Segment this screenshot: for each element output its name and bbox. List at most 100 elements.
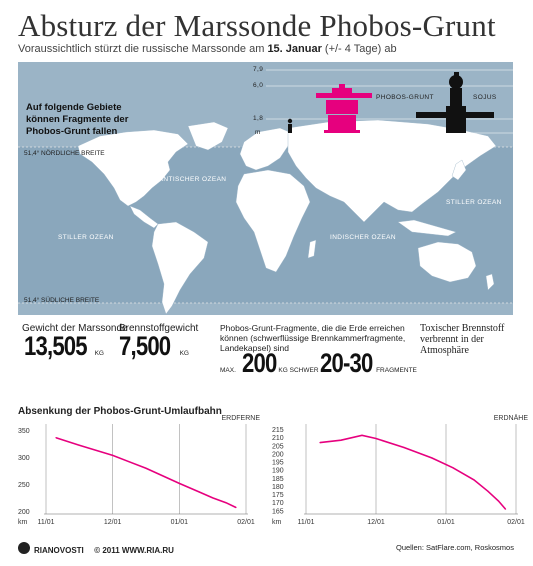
- chart-data-point: [225, 502, 227, 504]
- human-figure-icon: [287, 118, 293, 133]
- central-america-land: [129, 205, 159, 229]
- chart-series-line: [55, 436, 237, 509]
- chart-data-point: [198, 491, 200, 493]
- fragments-count-stat: 20-30 FRAGMENTE: [320, 348, 417, 379]
- chart-data-point: [431, 457, 433, 459]
- weight-unit: KG: [94, 350, 104, 357]
- frag-count-value: 20-30: [320, 348, 373, 378]
- north-latitude-label: 51,4° NÖRDLICHE BREITE: [24, 150, 105, 157]
- fragments-text: Phobos-Grunt-Fragmente, die die Erde err…: [220, 323, 406, 353]
- chart-y-unit: km: [272, 519, 282, 526]
- chart-series-line: [319, 434, 507, 510]
- chart-data-point: [452, 467, 454, 469]
- indonesia-land: [397, 219, 457, 237]
- toxic-fuel-text: Toxischer Brennstoff verbrennt in der At…: [420, 323, 505, 356]
- max-value: 200: [242, 348, 277, 378]
- chart-data-point: [212, 497, 214, 499]
- new-zealand-land: [485, 273, 495, 291]
- chart-y-tick: 165: [272, 508, 284, 515]
- chart-data-point: [55, 437, 57, 439]
- chart-data-point: [497, 500, 500, 502]
- europe-land: [239, 127, 295, 171]
- chart-x-tick: 01/01: [171, 519, 189, 526]
- scale-tick-60: 6,0: [253, 82, 264, 89]
- phobos-grunt-label: PHOBOS-GRUNT: [376, 94, 434, 101]
- weight-stat: 13,505 KG: [24, 331, 104, 362]
- world-map-graphic: [18, 62, 513, 315]
- chart-y-tick: 210: [272, 435, 284, 442]
- chart-data-point: [112, 454, 114, 457]
- ria-logo-icon: [18, 542, 30, 554]
- madagascar-land: [307, 239, 317, 259]
- scale-tick-unit: m: [255, 129, 261, 136]
- chart-y-tick: 190: [272, 468, 284, 475]
- south-america-land: [151, 221, 209, 315]
- sojus-label: SOJUS: [473, 94, 497, 101]
- chart-x-tick: 12/01: [367, 519, 385, 526]
- fuel-value: 7,500: [119, 331, 171, 361]
- footer-sources: Quellen: SatFlare.com, Roskosmos: [396, 543, 514, 552]
- chart-y-tick: 350: [18, 428, 30, 435]
- frag-count-unit: FRAGMENTE: [376, 367, 417, 374]
- africa-land: [235, 169, 311, 273]
- world-map: 7,9 6,0 1,8 m PHOBOS-GRUNT SOJUS Auf fol…: [18, 62, 513, 315]
- perigee-chart: 11/01 12/01 01/01 02/0121521020520019519018…: [272, 414, 529, 526]
- chart-x-tick: 12/01: [104, 519, 122, 526]
- scale-panel: [266, 69, 513, 134]
- fragments-max-stat: MAX. 200 KG SCHWER: [220, 348, 319, 379]
- max-unit: KG SCHWER: [278, 367, 319, 374]
- chart-data-point: [361, 434, 363, 436]
- chart-data-point: [473, 479, 475, 481]
- pacific-ocean-label-right: STILLER OZEAN: [446, 199, 502, 206]
- footer-brand: RIANOVOSTI © 2011 WWW.RIA.RU: [18, 540, 174, 558]
- chart-y-tick: 195: [272, 460, 284, 467]
- chart-data-point: [403, 446, 405, 449]
- chart-y-tick: 180: [272, 484, 284, 491]
- chart-y-tick: 185: [272, 476, 284, 483]
- phobos-grunt-icon: [316, 84, 372, 133]
- subtitle-date: 15. Januar: [267, 43, 322, 55]
- page-subtitle: Voraussichtlich stürzt die russische Mar…: [18, 43, 397, 55]
- fuel-stat: 7,500 KG: [119, 331, 189, 362]
- apogee-chart: 11/01 12/01 01/01 02/01 350 300 250 200 km ERDFER…: [18, 415, 260, 526]
- scale-tick-18: 1,8: [253, 115, 264, 122]
- chart-y-tick: 215: [272, 427, 284, 434]
- fuel-unit: KG: [179, 350, 189, 357]
- chart-y-tick: 170: [272, 500, 284, 507]
- chart-y-tick: 300: [18, 455, 30, 462]
- chart-data-point: [235, 506, 237, 509]
- chart-data-point: [178, 482, 180, 484]
- chart-y-tick: 175: [272, 492, 284, 499]
- chart-series-label: ERDFERNE: [221, 415, 260, 422]
- chart-y-unit: km: [18, 519, 28, 526]
- chart-data-point: [319, 442, 321, 444]
- chart-series-label: ERDNÄHE: [494, 414, 529, 422]
- fuel-label: Brennstoffgewicht: [119, 323, 199, 334]
- sojus-icon: [416, 72, 494, 133]
- chart-section-title: Absenkung der Phobos-Grunt-Umlaufbahn: [18, 406, 222, 417]
- australia-land: [417, 241, 477, 283]
- subtitle-pre: Voraussichtlich stürzt die russische Mar…: [18, 43, 268, 55]
- chart-y-tick: 200: [18, 509, 30, 516]
- chart-data-point: [487, 490, 489, 492]
- atlantic-ocean-label: ATLANTISCHER OZEAN: [146, 176, 227, 183]
- weight-value: 13,505: [24, 331, 88, 361]
- greenland-land: [187, 121, 229, 151]
- pacific-ocean-label-left: STILLER OZEAN: [58, 234, 114, 241]
- chart-y-tick: 205: [272, 443, 284, 450]
- chart-x-tick: 02/01: [507, 519, 525, 526]
- south-latitude-label: 51,4° SÜDLICHE BREITE: [24, 297, 100, 304]
- chart-data-point: [375, 437, 377, 440]
- indian-ocean-label: INDISCHER OZEAN: [330, 234, 396, 241]
- chart-x-tick: 01/01: [437, 519, 455, 526]
- chart-y-tick: 200: [272, 451, 284, 458]
- fragment-area-note: Auf folgende Gebiete können Fragmente de…: [26, 102, 129, 137]
- chart-x-tick: 11/01: [38, 519, 55, 526]
- chart-x-tick: 02/01: [237, 519, 255, 526]
- weight-label: Gewicht der Marssonde: [22, 323, 128, 334]
- north-america-land: [77, 129, 189, 207]
- japan-land: [451, 159, 467, 181]
- chart-data-point: [340, 439, 342, 441]
- page-title: Absturz der Marssonde Phobos-Grunt: [18, 8, 496, 43]
- subtitle-post: (+/- 4 Tage) ab: [321, 43, 397, 55]
